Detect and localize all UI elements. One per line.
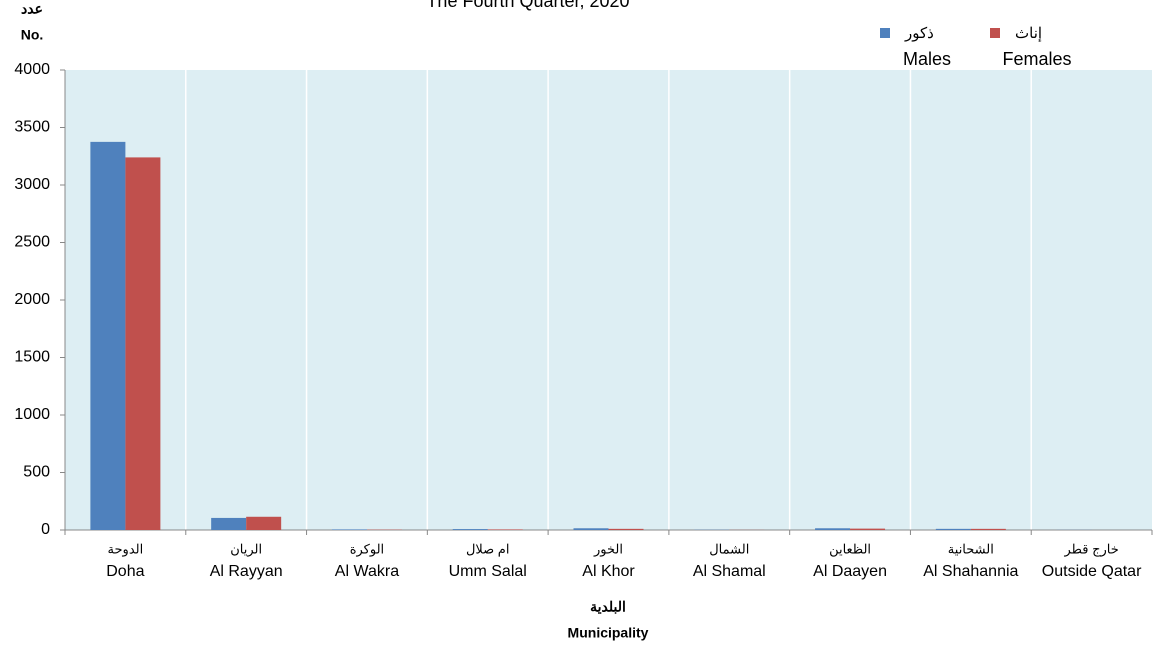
bar bbox=[125, 157, 161, 530]
x-tick-label: Doha bbox=[106, 563, 144, 580]
bar bbox=[970, 528, 1006, 530]
y-axis-label: No. bbox=[21, 27, 44, 43]
x-tick-label-ar: الخور bbox=[593, 541, 623, 557]
legend-label-ar: إناث bbox=[1015, 25, 1042, 42]
y-tick-label: 3500 bbox=[14, 119, 50, 136]
legend-label-ar: ذكور bbox=[904, 25, 934, 42]
x-tick-label-ar: الشمال bbox=[709, 541, 749, 556]
x-tick-label-ar: ام صلال bbox=[466, 541, 510, 557]
x-tick-label: Umm Salal bbox=[449, 563, 527, 580]
legend-label: Males bbox=[903, 49, 951, 69]
x-axis-label-ar: البلدية bbox=[590, 599, 626, 615]
bar bbox=[90, 141, 126, 530]
x-tick-label: Al Shamal bbox=[693, 563, 766, 580]
plot-area bbox=[65, 70, 1152, 530]
y-tick-label: 500 bbox=[23, 464, 50, 481]
x-tick-label: Al Khor bbox=[582, 563, 635, 580]
bar bbox=[452, 529, 488, 530]
x-axis-label: Municipality bbox=[568, 625, 649, 641]
legend-swatch bbox=[880, 28, 890, 38]
y-axis-label-ar: عدد bbox=[21, 1, 43, 17]
y-tick-label: 1000 bbox=[14, 406, 50, 423]
x-tick-label-ar: الظعاين bbox=[829, 541, 871, 557]
legend-swatch bbox=[990, 28, 1000, 38]
bar bbox=[573, 528, 609, 530]
x-tick-label-ar: الشحانية bbox=[948, 541, 994, 556]
x-tick-label: Al Wakra bbox=[335, 563, 399, 580]
x-tick-label: Al Daayen bbox=[813, 563, 887, 580]
x-tick-label: Al Rayyan bbox=[210, 563, 283, 580]
bar bbox=[850, 528, 886, 530]
bar bbox=[815, 528, 851, 530]
bar bbox=[211, 517, 247, 530]
x-tick-label-ar: الريان bbox=[230, 541, 262, 557]
bar bbox=[935, 528, 971, 530]
bar bbox=[608, 528, 644, 530]
y-tick-label: 4000 bbox=[14, 61, 50, 78]
x-tick-label: Al Shahannia bbox=[923, 563, 1018, 580]
chart-title: The Fourth Quarter, 2020 bbox=[426, 0, 629, 11]
y-tick-label: 2000 bbox=[14, 291, 50, 308]
y-tick-label: 2500 bbox=[14, 234, 50, 251]
y-tick-label: 0 bbox=[41, 521, 50, 538]
x-tick-label-ar: الدوحة bbox=[108, 541, 144, 557]
y-tick-label: 3000 bbox=[14, 176, 50, 193]
bar bbox=[331, 529, 367, 530]
x-tick-label-ar: الوكرة bbox=[350, 541, 384, 557]
y-tick-label: 1500 bbox=[14, 349, 50, 366]
bar bbox=[246, 516, 282, 530]
legend-label: Females bbox=[1002, 49, 1071, 69]
x-tick-label-ar: خارج قطر bbox=[1063, 541, 1118, 557]
x-tick-label: Outside Qatar bbox=[1042, 563, 1142, 580]
bar bbox=[487, 529, 523, 530]
